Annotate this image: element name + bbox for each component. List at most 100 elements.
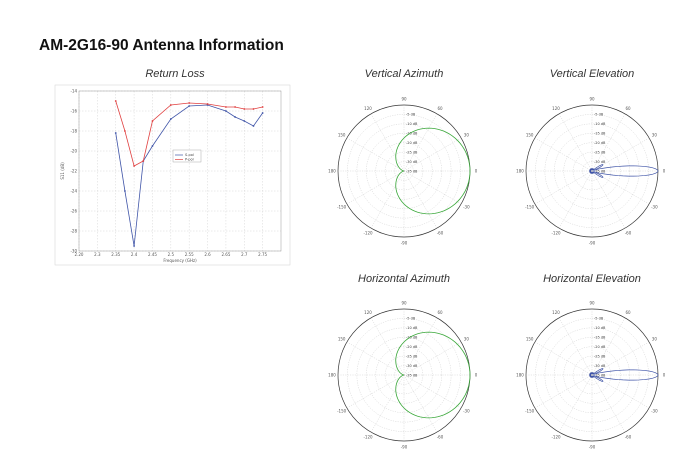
angle-label: -150 [337, 408, 347, 413]
ring-label: -25 dB [406, 354, 418, 358]
grid-spoke [346, 137, 405, 172]
ring-label: -5 dB [406, 317, 416, 321]
grid-ring [394, 161, 414, 181]
angle-label: 180 [516, 168, 524, 173]
angle-label: 150 [338, 336, 346, 341]
radiation-pattern [395, 331, 471, 419]
ring-label: -25 dB [594, 150, 606, 154]
data-point [252, 125, 255, 127]
ring-label: -15 dB [406, 132, 418, 136]
angle-label: 150 [526, 336, 534, 341]
grid-spoke [403, 374, 462, 409]
angle-label: 90 [589, 96, 595, 101]
grid-spoke [403, 170, 462, 205]
ring-label: -20 dB [406, 345, 418, 349]
data-point [169, 118, 172, 120]
y-tick-label: -28 [70, 228, 77, 233]
data-point [243, 108, 246, 110]
ring-label: -10 dB [406, 326, 418, 330]
grid-spoke [591, 170, 626, 229]
grid-ring [535, 114, 649, 228]
ring-label: -20 dB [406, 141, 418, 145]
chart-frame [54, 84, 291, 266]
radiation-pattern [589, 164, 659, 178]
data-point [114, 100, 117, 102]
angle-label: 180 [516, 372, 524, 377]
angle-label: 180 [328, 372, 336, 377]
angle-label: 60 [625, 310, 631, 315]
plot-area [78, 90, 282, 252]
angle-label: 60 [625, 106, 631, 111]
ring-label: -15 dB [594, 336, 606, 340]
grid-spoke [370, 170, 405, 229]
radiation-pattern [395, 127, 471, 215]
ring-label: -10 dB [594, 326, 606, 330]
y-tick-label: -14 [70, 88, 77, 93]
data-point [188, 102, 191, 104]
x-tick-label: 2.35 [111, 252, 120, 257]
ring-label: -25 dB [406, 150, 418, 154]
angle-label: 150 [526, 132, 534, 137]
data-point [225, 110, 227, 112]
ring-label: -35 dB [406, 169, 418, 173]
ring-label: -5 dB [406, 113, 416, 117]
data-point [114, 132, 117, 134]
data-point [151, 120, 154, 122]
horizontal-azimuth-title: Horizontal Azimuth [358, 273, 450, 285]
grid-spoke [370, 374, 405, 433]
angle-label: -60 [625, 435, 632, 440]
grid-ring [366, 337, 442, 413]
grid-spoke [403, 170, 438, 229]
legend-label: P-pol [185, 158, 194, 162]
vertical-azimuth-chart: 90 120 150 180 -150 -120 -90 -60 -30 0 30 60 -5 dB -1… [328, 96, 478, 245]
data-point [151, 145, 154, 147]
y-tick-label: -30 [70, 248, 77, 253]
angle-label: -30 [463, 408, 470, 413]
data-point [169, 104, 172, 106]
grid-spoke [534, 170, 593, 205]
angle-label: -30 [463, 204, 470, 209]
data-point [133, 245, 135, 247]
grid-ring [347, 114, 461, 228]
y-axis-label: S11 (dB) [60, 162, 65, 180]
data-point [188, 105, 191, 107]
grid-spoke [370, 113, 405, 172]
grid-ring [554, 133, 630, 209]
x-tick-label: 2.75 [258, 252, 267, 257]
grid-spoke [558, 374, 593, 433]
x-tick-label: 2.6 [204, 252, 211, 257]
angle-label: -60 [437, 231, 444, 236]
y-tick-label: -16 [70, 108, 77, 113]
data-point [225, 106, 227, 108]
x-tick-label: 2.20 [75, 252, 84, 257]
angle-label: 30 [652, 336, 658, 341]
horizontal-elevation-chart: 90 120 150 180 -150 -120 -90 -60 -30 0 30 60 -5 dB -1… [516, 300, 666, 449]
x-tick-label: 2.5 [168, 252, 175, 257]
return-loss-title: Return Loss [145, 68, 205, 80]
legend-label: S-pol [185, 153, 194, 157]
vertical-elevation-chart: 90 120 150 180 -150 -120 -90 -60 -30 0 30 60 -5 dB -1… [516, 96, 666, 245]
ring-label: -10 dB [406, 122, 418, 126]
ring-label: -5 dB [594, 317, 604, 321]
data-point [133, 165, 135, 167]
x-tick-label: 2.7 [241, 252, 248, 257]
grid-ring [554, 337, 630, 413]
angle-label: -30 [651, 408, 658, 413]
angle-label: 120 [552, 310, 560, 315]
grid-ring [375, 346, 433, 404]
grid-ring [535, 318, 649, 432]
ring-label: -30 dB [406, 364, 418, 368]
grid-spoke [534, 374, 593, 409]
grid-ring [544, 123, 640, 219]
angle-label: 120 [364, 310, 372, 315]
angle-label: -150 [525, 408, 535, 413]
angle-label: -120 [551, 231, 561, 236]
vertical-azimuth-title: Vertical Azimuth [364, 68, 444, 80]
x-axis-label: Frequency (GHz) [163, 258, 197, 263]
angle-label: -120 [363, 435, 373, 440]
vertical-elevation-title: Vertical Elevation [549, 68, 635, 80]
grid-ring [563, 142, 621, 200]
grid-ring [582, 161, 602, 181]
ring-label: -15 dB [594, 132, 606, 136]
